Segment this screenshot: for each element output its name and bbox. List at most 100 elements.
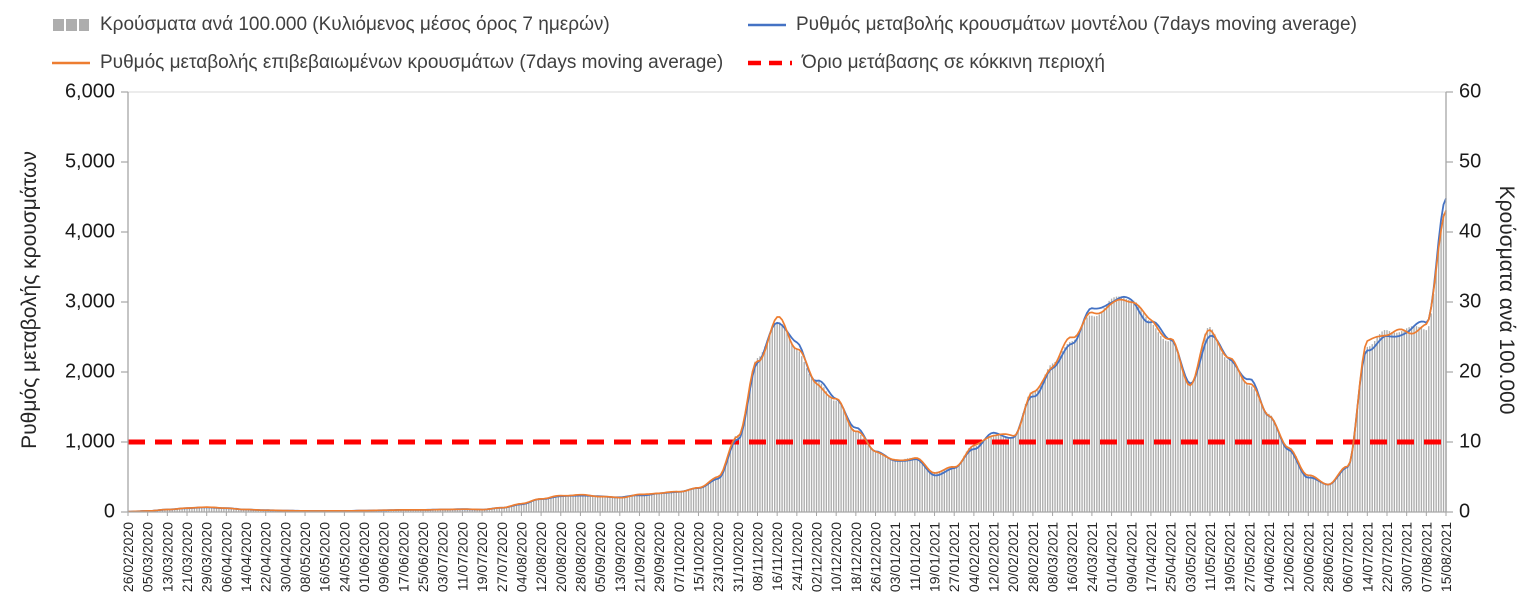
daily-bar [1204,333,1206,512]
daily-bar [506,507,508,512]
daily-bar [419,509,422,512]
daily-bar [203,507,205,512]
daily-bar [1319,480,1322,512]
daily-bar [1248,385,1250,512]
bars-series-cases-per-100k [127,209,1447,512]
daily-bar [1108,300,1110,512]
daily-bar [778,322,781,512]
daily-bar [1243,381,1246,512]
blue-line-marker-icon [748,23,786,27]
daily-bar [540,498,542,512]
daily-bar [569,495,572,512]
daily-bar [916,458,918,512]
daily-bar [1201,342,1204,512]
daily-bar [973,445,975,512]
daily-bar [1192,381,1194,512]
daily-bar [1189,384,1191,512]
daily-bar [749,383,751,512]
x-axis-date-label: 08/11/2020 [749,522,765,591]
daily-bar [1123,298,1125,512]
daily-bar [166,509,169,512]
daily-bar [1017,429,1019,512]
daily-bar [847,419,850,512]
daily-bar [1019,422,1022,512]
right-axis-tick-label: 10 [1459,430,1481,452]
daily-bar [513,504,515,512]
right-axis-tick-label: 50 [1459,150,1481,172]
daily-bar [1260,403,1263,512]
daily-bar [525,502,528,512]
daily-bar [169,509,171,512]
daily-bar [695,488,697,512]
x-axis-date-label: 30/07/2021 [1399,522,1415,592]
x-axis-date-label: 23/10/2020 [710,522,726,592]
daily-bar [1005,436,1007,512]
daily-bar [405,509,407,512]
x-axis-date-label: 17/06/2020 [395,522,411,592]
daily-bar [491,508,493,512]
daily-bar [660,492,663,512]
daily-bar [225,507,228,512]
daily-bar [1302,471,1305,512]
daily-bar [651,493,653,512]
daily-bar [852,428,855,512]
daily-bar [1346,466,1349,512]
daily-bar [223,507,225,512]
daily-bar [710,481,712,512]
daily-bar [1039,385,1041,512]
daily-bar [719,475,722,512]
daily-bar [729,447,732,512]
daily-bar [636,494,638,512]
daily-bar [1187,382,1189,512]
daily-bar [842,408,845,512]
daily-bar [188,507,191,512]
daily-bar [1310,476,1312,512]
daily-bar [1305,474,1307,512]
daily-bar [1418,326,1420,512]
daily-bar [1174,345,1177,512]
daily-bar [734,436,737,512]
daily-bar [250,509,252,512]
daily-bar [995,434,997,512]
daily-bar [1177,352,1179,512]
x-axis-date-label: 25/06/2020 [415,522,431,592]
daily-bar [1184,377,1187,512]
daily-bar [1263,408,1265,512]
x-axis-date-label: 12/02/2021 [986,522,1002,592]
daily-bar [1273,420,1275,512]
x-axis-date-label: 19/05/2021 [1222,522,1238,592]
daily-bar [1103,308,1105,512]
daily-bar [1150,322,1152,512]
y-axis-tick-labels: 0 1,000 2,000 3,000 4,000 5,000 6,000 0 10 20 30 40… [65,80,1481,522]
daily-bar [700,487,702,512]
daily-bar [1064,347,1066,512]
daily-bar [1381,331,1383,512]
daily-bar [960,460,963,512]
daily-bar [1140,308,1142,512]
daily-bar [909,457,911,512]
daily-bar [788,337,791,512]
daily-bar [1442,213,1445,512]
daily-bar [174,508,176,512]
daily-bar [887,458,889,512]
daily-bar [528,502,530,512]
daily-bar [240,509,242,512]
daily-bar [530,501,532,512]
daily-bar [889,459,891,512]
daily-bar [1374,341,1376,512]
daily-bar [1083,321,1086,512]
daily-bar [461,509,464,512]
x-axis-date-label: 03/01/2021 [887,522,903,592]
x-axis-date-label: 09/04/2021 [1123,522,1139,592]
x-axis-date-label: 27/05/2021 [1241,522,1257,592]
daily-bar [884,456,887,512]
daily-bar [171,509,173,512]
daily-bar [675,490,678,512]
right-axis-tick-label: 40 [1459,220,1481,242]
daily-bar [1285,447,1287,512]
x-axis-date-label: 13/09/2020 [612,522,628,592]
daily-bar [1076,336,1078,512]
daily-bar [769,333,771,512]
x-axis-date-label: 20/08/2020 [553,522,569,592]
daily-bar [1354,428,1356,512]
